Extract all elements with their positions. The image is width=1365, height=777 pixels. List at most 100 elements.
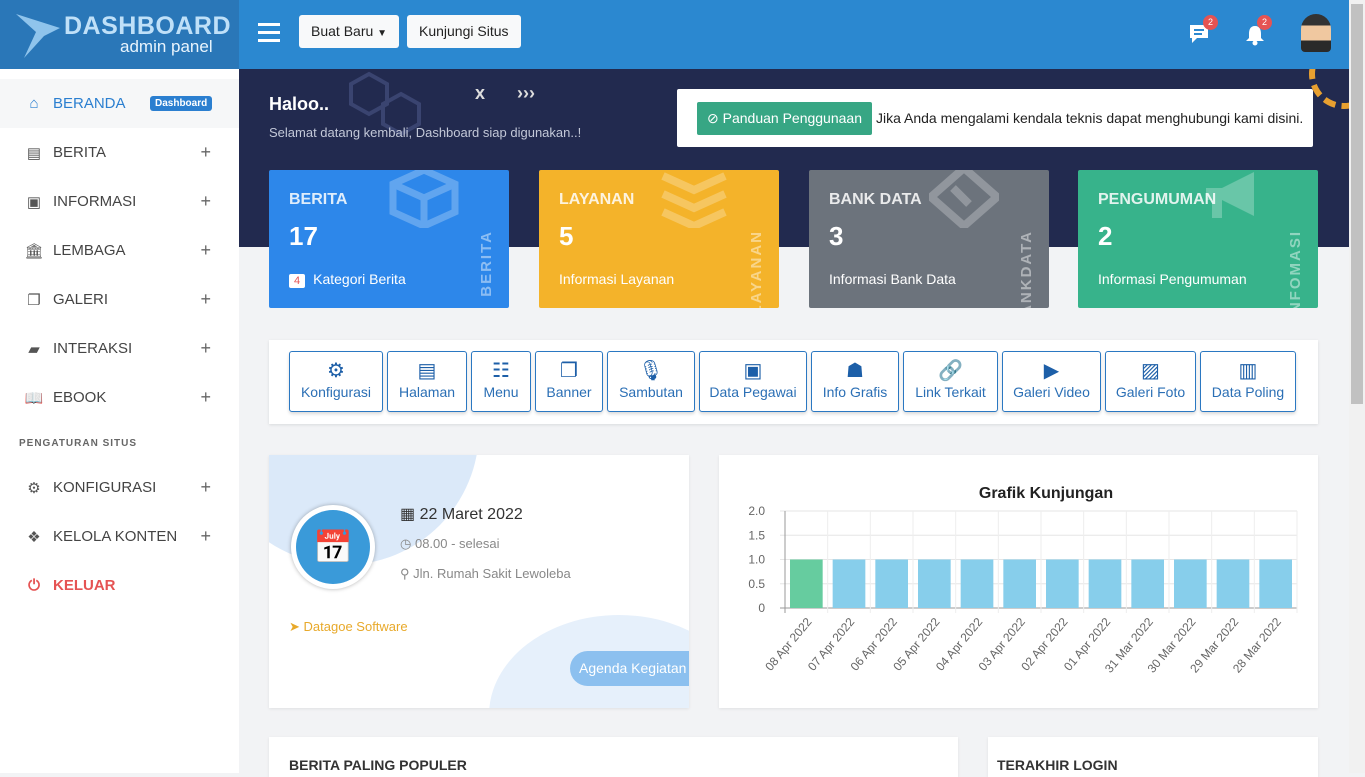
sidebar-item-konfigurasi[interactable]: ⚙ KONFIGURASI +: [0, 463, 239, 512]
cogs-icon: ⚙: [27, 479, 41, 497]
card-count: 5: [559, 221, 574, 251]
sidebar-item-informasi[interactable]: ▣ INFORMASI +: [0, 177, 239, 226]
hexagon-decoration: [349, 71, 421, 137]
help-box: ⊘ Panduan Penggunaan Jika Anda mengalami…: [677, 89, 1313, 147]
quick-link-link-terkait[interactable]: 🔗 Link Terkait: [903, 351, 998, 412]
quick-link-sambutan[interactable]: 🎙 Sambutan: [607, 351, 695, 412]
hamburger-menu-icon[interactable]: [258, 23, 280, 42]
stat-card-layanan[interactable]: LAYANAN 5 Informasi Layanan LAYANAN: [539, 170, 779, 308]
messages-badge: 2: [1203, 15, 1218, 30]
power-icon: ⏻: [28, 577, 40, 594]
visit-site-button[interactable]: Kunjungi Situs: [407, 15, 521, 48]
quick-link-banner[interactable]: ❐ Banner: [535, 351, 603, 412]
sun-decoration: [1309, 69, 1349, 109]
card-title: BANK DATA: [829, 191, 922, 208]
chevrons-decoration: ›››: [517, 83, 535, 103]
stat-card-bank-data[interactable]: BANK DATA 3 Informasi Bank Data BANKDATA: [809, 170, 1049, 308]
expand-plus-icon: +: [200, 526, 211, 546]
sidebar-item-berita[interactable]: ▤ BERITA +: [0, 128, 239, 177]
logout-label: KELUAR: [53, 577, 116, 594]
card-count: 2: [1098, 221, 1113, 251]
page-scrollbar[interactable]: [1349, 0, 1365, 773]
expand-plus-icon: +: [200, 338, 211, 358]
event-organizer[interactable]: Datagoe Software: [303, 619, 408, 634]
bar-28-Mar-2022[interactable]: [1259, 559, 1292, 609]
map-marker-icon: ⚲: [400, 566, 410, 581]
quick-link-label: Halaman: [398, 384, 456, 400]
stat-card-pengumuman[interactable]: PENGUMUMAN 2 Informasi Pengumuman INFOMA…: [1078, 170, 1318, 308]
sidebar-item-ebook[interactable]: 📖 EBOOK +: [0, 373, 239, 422]
clock-icon: ◷: [400, 536, 412, 551]
sitemap-icon: ☷: [492, 360, 510, 382]
newspaper-icon: ▤: [26, 144, 42, 162]
quick-link-halaman[interactable]: ▤ Halaman: [387, 351, 467, 412]
sidebar-item-label: GALERI: [53, 291, 109, 308]
bar-05-Apr-2022[interactable]: [918, 559, 951, 609]
guide-button[interactable]: ⊘ Panduan Penggunaan: [697, 101, 872, 135]
bar-07-Apr-2022[interactable]: [832, 559, 866, 609]
chart-title: Grafik Kunjungan: [979, 485, 1113, 502]
create-new-dropdown[interactable]: Buat Baru ▼: [299, 15, 400, 48]
bar-08-Apr-2022[interactable]: [790, 559, 823, 609]
quick-link-label: Link Terkait: [915, 384, 986, 400]
logo[interactable]: DASHBOARD admin panel: [0, 0, 239, 69]
sidebar-item-beranda[interactable]: ⌂ BERANDA Dashboard: [0, 79, 239, 128]
bar-02-Apr-2022[interactable]: [1046, 559, 1079, 609]
y-tick-label: 0.5: [748, 577, 765, 591]
id-card-icon: ▣: [743, 360, 763, 382]
sidebar-item-lembaga[interactable]: 🏛 LEMBAGA +: [0, 226, 239, 275]
scrollbar-thumb[interactable]: [1351, 4, 1363, 404]
expand-plus-icon: +: [200, 387, 211, 407]
bar-30-Mar-2022[interactable]: [1174, 559, 1207, 609]
quick-link-data-pegawai[interactable]: ▣ Data Pegawai: [699, 351, 807, 412]
quick-link-data-poling[interactable]: ▥ Data Poling: [1200, 351, 1296, 412]
card-subtitle: Kategori Berita: [313, 271, 406, 287]
event-place: Jln. Rumah Sakit Lewoleba: [413, 566, 571, 581]
bar-29-Mar-2022[interactable]: [1216, 559, 1250, 609]
bar-03-Apr-2022[interactable]: [1003, 559, 1036, 609]
card-vertical-label: INFOMASI: [1287, 230, 1304, 308]
microphone-icon: 🎙: [638, 360, 664, 382]
newspaper-icon: ▤: [417, 360, 437, 382]
card-title: LAYANAN: [559, 191, 635, 208]
bar-04-Apr-2022[interactable]: [960, 559, 994, 609]
box-icon: [389, 170, 459, 228]
cogs-icon: ⚙: [327, 360, 345, 382]
card-subtitle: Informasi Layanan: [559, 271, 675, 287]
bell-icon[interactable]: [1244, 24, 1266, 46]
bar-01-Apr-2022[interactable]: [1088, 559, 1122, 609]
event-card: 📅 ▦ 22 Maret 2022 ◷ 08.00 - selesai ⚲ Jl…: [269, 455, 689, 708]
y-tick-label: 0: [758, 601, 765, 615]
quick-link-label: Konfigurasi: [300, 384, 372, 400]
help-text[interactable]: Jika Anda mengalami kendala teknis dapat…: [875, 110, 1304, 126]
compass-icon: ⊘: [707, 109, 719, 126]
quick-link-galeri-video[interactable]: ▶ Galeri Video: [1002, 351, 1101, 412]
agenda-button[interactable]: Agenda Kegiatan: [570, 651, 689, 686]
user-avatar[interactable]: [1301, 14, 1331, 52]
quick-link-konfigurasi[interactable]: ⚙ Konfigurasi: [289, 351, 383, 412]
sidebar-item-galeri[interactable]: ❐ GALERI +: [0, 275, 239, 324]
welcome-text: Selamat datang kembali, Dashboard siap d…: [269, 125, 582, 140]
messages-icon[interactable]: [1188, 23, 1212, 45]
expand-plus-icon: +: [200, 191, 211, 211]
quick-link-info-grafis[interactable]: ☗ Info Grafis: [811, 351, 899, 412]
sidebar-item-label: INTERAKSI: [53, 340, 133, 357]
sidebar-item-kelola-konten[interactable]: ❖ KELOLA KONTEN +: [0, 512, 239, 561]
quick-link-label: Banner: [546, 384, 592, 400]
sidebar-item-label: INFORMASI: [53, 193, 137, 210]
stat-card-berita[interactable]: BERITA 17 4 Kategori Berita BERITA: [269, 170, 509, 308]
dashboard-badge: Dashboard: [150, 96, 213, 111]
quick-link-menu[interactable]: ☷ Menu: [471, 351, 531, 412]
y-tick-label: 2.0: [748, 504, 765, 518]
event-date: 22 Maret 2022: [419, 506, 523, 523]
sidebar-item-label: KONFIGURASI: [53, 479, 157, 496]
bar-31-Mar-2022[interactable]: [1131, 559, 1164, 609]
sidebar-item-interaksi[interactable]: ▰ INTERAKSI +: [0, 324, 239, 373]
expand-plus-icon: +: [200, 240, 211, 260]
sidebar-item-label: LEMBAGA: [53, 242, 126, 259]
bar-06-Apr-2022[interactable]: [875, 559, 908, 609]
quick-link-galeri-foto[interactable]: ▨ Galeri Foto: [1105, 351, 1196, 412]
logout-button[interactable]: ⏻ KELUAR: [0, 561, 239, 610]
guide-label: Panduan Penggunaan: [722, 109, 862, 126]
quick-link-label: Galeri Foto: [1115, 384, 1186, 400]
